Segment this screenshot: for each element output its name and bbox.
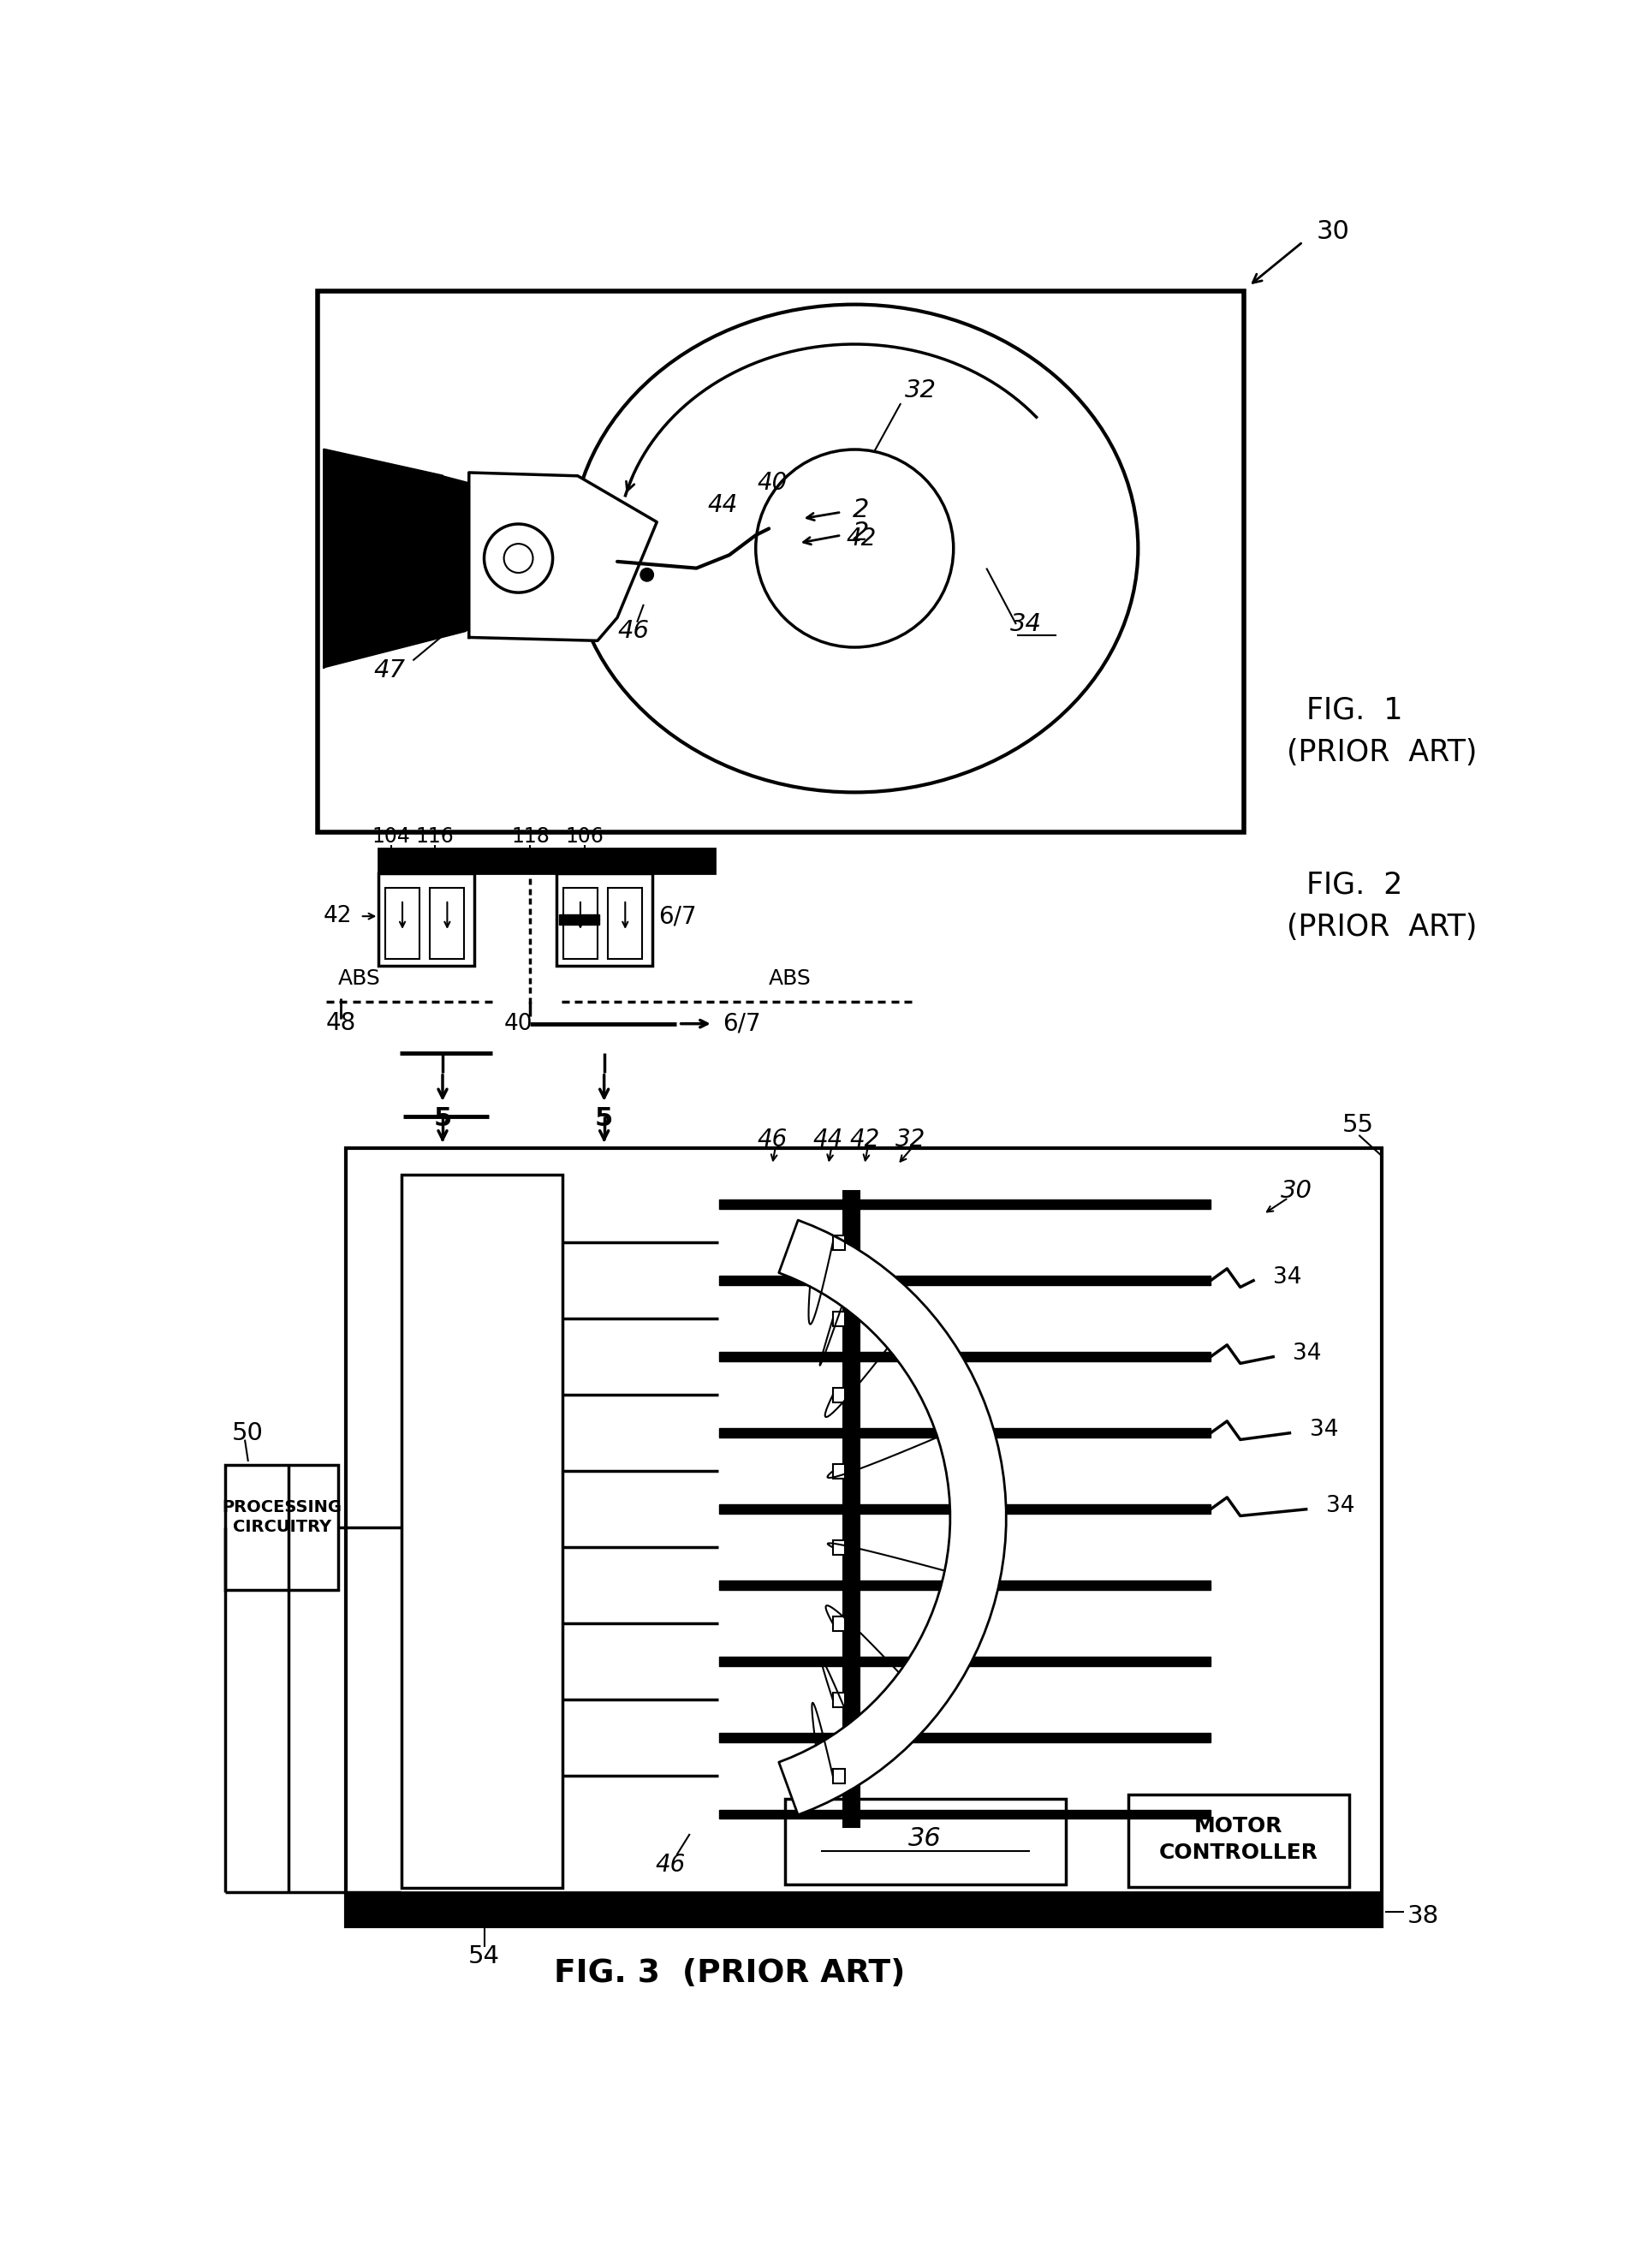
- Bar: [720, 1810, 1211, 1819]
- Text: 50: 50: [232, 1422, 263, 1445]
- Text: 104: 104: [371, 826, 411, 846]
- Text: 34: 34: [1009, 612, 1042, 637]
- Text: CIRCUITRY: CIRCUITRY: [232, 1520, 330, 1535]
- Text: 2: 2: [852, 522, 869, 547]
- Text: 54: 54: [468, 1944, 501, 1969]
- Bar: [720, 1277, 1211, 1286]
- Polygon shape: [324, 449, 466, 667]
- Ellipse shape: [571, 304, 1139, 792]
- Text: 106: 106: [564, 826, 604, 846]
- Text: 34: 34: [1325, 1495, 1355, 1517]
- Bar: [720, 1581, 1211, 1590]
- Text: (PRIOR  ART): (PRIOR ART): [1286, 914, 1477, 941]
- Bar: [720, 1352, 1211, 1361]
- Bar: [833, 1236, 844, 1250]
- Text: 32: 32: [905, 379, 936, 401]
- Text: 46: 46: [654, 1853, 685, 1878]
- Text: 118: 118: [510, 826, 550, 846]
- Bar: [833, 1388, 844, 1402]
- Text: FIG. 3  (PRIOR ART): FIG. 3 (PRIOR ART): [553, 1957, 905, 1989]
- Text: 42: 42: [324, 905, 352, 928]
- Text: MOTOR: MOTOR: [1194, 1817, 1283, 1837]
- Bar: [378, 848, 715, 873]
- Bar: [785, 1799, 1065, 1885]
- Text: 42: 42: [849, 1127, 880, 1152]
- Text: FIG.  1: FIG. 1: [1306, 696, 1402, 723]
- Text: 6/7: 6/7: [723, 1012, 761, 1036]
- Circle shape: [484, 524, 553, 592]
- Bar: [317, 290, 1243, 832]
- Text: 55: 55: [1343, 1114, 1374, 1136]
- Text: 30: 30: [1281, 1179, 1312, 1202]
- Text: 36: 36: [908, 1826, 942, 1851]
- Text: 40: 40: [757, 469, 787, 494]
- Text: 34: 34: [1309, 1418, 1338, 1440]
- Text: 42: 42: [846, 526, 877, 551]
- Text: (PRIOR  ART): (PRIOR ART): [1286, 737, 1477, 767]
- Text: 48: 48: [326, 1012, 357, 1034]
- Bar: [609, 887, 643, 959]
- Text: 2: 2: [852, 497, 869, 522]
- Text: 34: 34: [1273, 1266, 1302, 1288]
- Bar: [833, 1692, 844, 1708]
- Bar: [558, 914, 599, 925]
- Bar: [430, 887, 465, 959]
- Bar: [345, 1148, 1382, 1926]
- Text: 44: 44: [813, 1127, 843, 1152]
- Text: 6/7: 6/7: [658, 905, 697, 928]
- Text: PROCESSING: PROCESSING: [222, 1499, 342, 1515]
- Text: ABS: ABS: [337, 968, 381, 989]
- Text: 32: 32: [895, 1127, 926, 1152]
- Circle shape: [756, 449, 954, 646]
- Bar: [720, 1429, 1211, 1438]
- Text: FIG.  2: FIG. 2: [1306, 871, 1402, 898]
- Bar: [384, 887, 419, 959]
- Text: 30: 30: [1315, 220, 1350, 245]
- Text: 44: 44: [708, 494, 738, 517]
- Bar: [833, 1540, 844, 1554]
- Bar: [833, 1617, 844, 1631]
- Bar: [833, 1463, 844, 1479]
- Bar: [844, 1191, 859, 1828]
- Text: 5: 5: [434, 1107, 452, 1132]
- Bar: [378, 873, 474, 966]
- Bar: [833, 1311, 844, 1327]
- Bar: [402, 1175, 563, 1887]
- Text: 38: 38: [1407, 1905, 1440, 1928]
- Text: 116: 116: [416, 826, 453, 846]
- Text: 47: 47: [375, 658, 406, 683]
- Polygon shape: [779, 1220, 1006, 1814]
- Circle shape: [640, 569, 653, 581]
- Bar: [720, 1200, 1211, 1209]
- Bar: [833, 1769, 844, 1783]
- Bar: [720, 1504, 1211, 1513]
- Bar: [1129, 1794, 1350, 1887]
- Bar: [720, 1733, 1211, 1742]
- Polygon shape: [443, 476, 532, 631]
- Text: 46: 46: [618, 619, 649, 642]
- Text: 34: 34: [1292, 1343, 1322, 1365]
- Bar: [720, 1658, 1211, 1667]
- Bar: [563, 887, 597, 959]
- Bar: [345, 1892, 1382, 1926]
- Text: 46: 46: [757, 1127, 787, 1152]
- Text: CONTROLLER: CONTROLLER: [1158, 1842, 1319, 1862]
- Bar: [226, 1465, 339, 1590]
- Circle shape: [504, 544, 533, 574]
- Text: ABS: ABS: [769, 968, 811, 989]
- Polygon shape: [470, 472, 656, 640]
- Text: 40: 40: [504, 1012, 533, 1034]
- Text: 5: 5: [596, 1107, 614, 1132]
- Bar: [556, 873, 653, 966]
